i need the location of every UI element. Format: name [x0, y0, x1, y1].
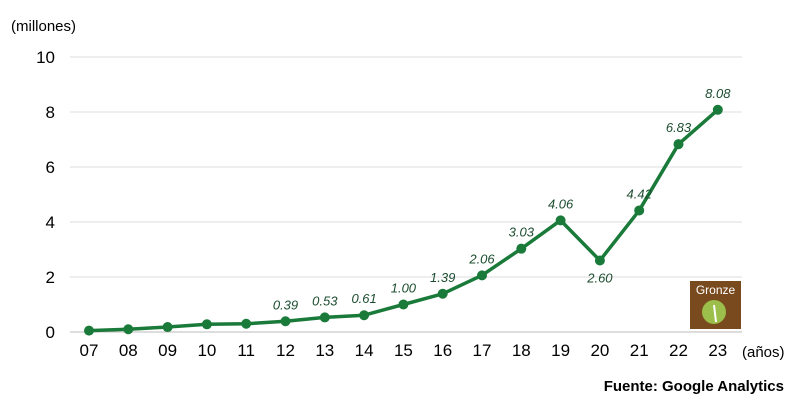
data-point: [634, 205, 645, 216]
data-point: [516, 243, 527, 254]
logo-text: Gronze: [696, 283, 736, 297]
leaf-stem-icon: [713, 304, 717, 323]
data-label: 0.39: [273, 297, 298, 312]
x-tick-label: 11: [237, 341, 255, 360]
x-tick-label: 17: [473, 341, 492, 360]
x-tick-label: 08: [119, 341, 138, 360]
data-point: [477, 270, 487, 281]
data-label: 0.53: [312, 293, 338, 308]
x-tick-label: 15: [394, 341, 413, 360]
data-label: 1.00: [391, 281, 417, 296]
x-axis-label: (años): [742, 344, 785, 361]
y-axis-label: (millones): [11, 18, 76, 35]
data-label: 2.60: [586, 271, 613, 286]
data-point: [162, 322, 173, 333]
gronze-logo: Gronze: [690, 281, 741, 329]
x-tick-label: 13: [315, 341, 334, 360]
x-tick-label: 16: [433, 341, 452, 360]
data-point: [712, 104, 723, 115]
line-layer: [84, 104, 723, 336]
x-tick-label: 23: [708, 341, 727, 360]
data-point: [280, 316, 291, 327]
y-tick-label: 10: [36, 48, 55, 67]
data-label: 4.06: [548, 196, 574, 211]
data-point: [201, 319, 212, 330]
data-label: 6.83: [666, 120, 692, 135]
y-tick-label: 8: [46, 103, 55, 122]
x-tick-label: 20: [590, 341, 609, 360]
data-point: [437, 288, 448, 299]
axis-layer: 0 2 4 6 8 10 07 08 09 10 11 12 13 14 15 16 17 18 19 20 21 22 2…: [36, 48, 727, 360]
data-point: [84, 325, 94, 336]
data-label: 4.42: [627, 186, 653, 201]
data-point: [359, 310, 370, 321]
label-layer: 0.39 0.53 0.61 1.00 1.39 2.06 3.03 4.06 2.60 4.42…: [273, 86, 731, 312]
y-tick-label: 0: [46, 323, 55, 342]
y-tick-label: 2: [46, 268, 55, 287]
data-label: 0.61: [351, 291, 376, 306]
x-tick-label: 22: [669, 341, 688, 360]
x-tick-label: 12: [276, 341, 295, 360]
source-caption: Fuente: Google Analytics: [604, 378, 784, 395]
data-label: 8.08: [705, 86, 731, 101]
x-tick-label: 10: [197, 341, 216, 360]
data-label: 2.06: [468, 251, 495, 266]
data-label: 3.03: [509, 225, 535, 240]
x-tick-label: 18: [512, 341, 531, 360]
data-label: 1.39: [430, 270, 455, 285]
x-tick-label: 21: [630, 341, 649, 360]
x-tick-label: 14: [355, 341, 374, 360]
data-point: [594, 255, 605, 266]
grid-layer: [70, 56, 742, 333]
x-tick-label: 19: [551, 341, 570, 360]
y-tick-label: 4: [46, 213, 55, 232]
data-point: [241, 318, 252, 329]
x-tick-label: 07: [80, 341, 99, 360]
data-point: [555, 215, 566, 226]
data-point: [319, 312, 330, 323]
data-point: [123, 324, 134, 335]
data-point: [398, 299, 409, 310]
series-line: [87, 108, 720, 333]
x-tick-label: 09: [158, 341, 177, 360]
data-point: [673, 139, 684, 150]
y-tick-label: 6: [46, 158, 55, 177]
